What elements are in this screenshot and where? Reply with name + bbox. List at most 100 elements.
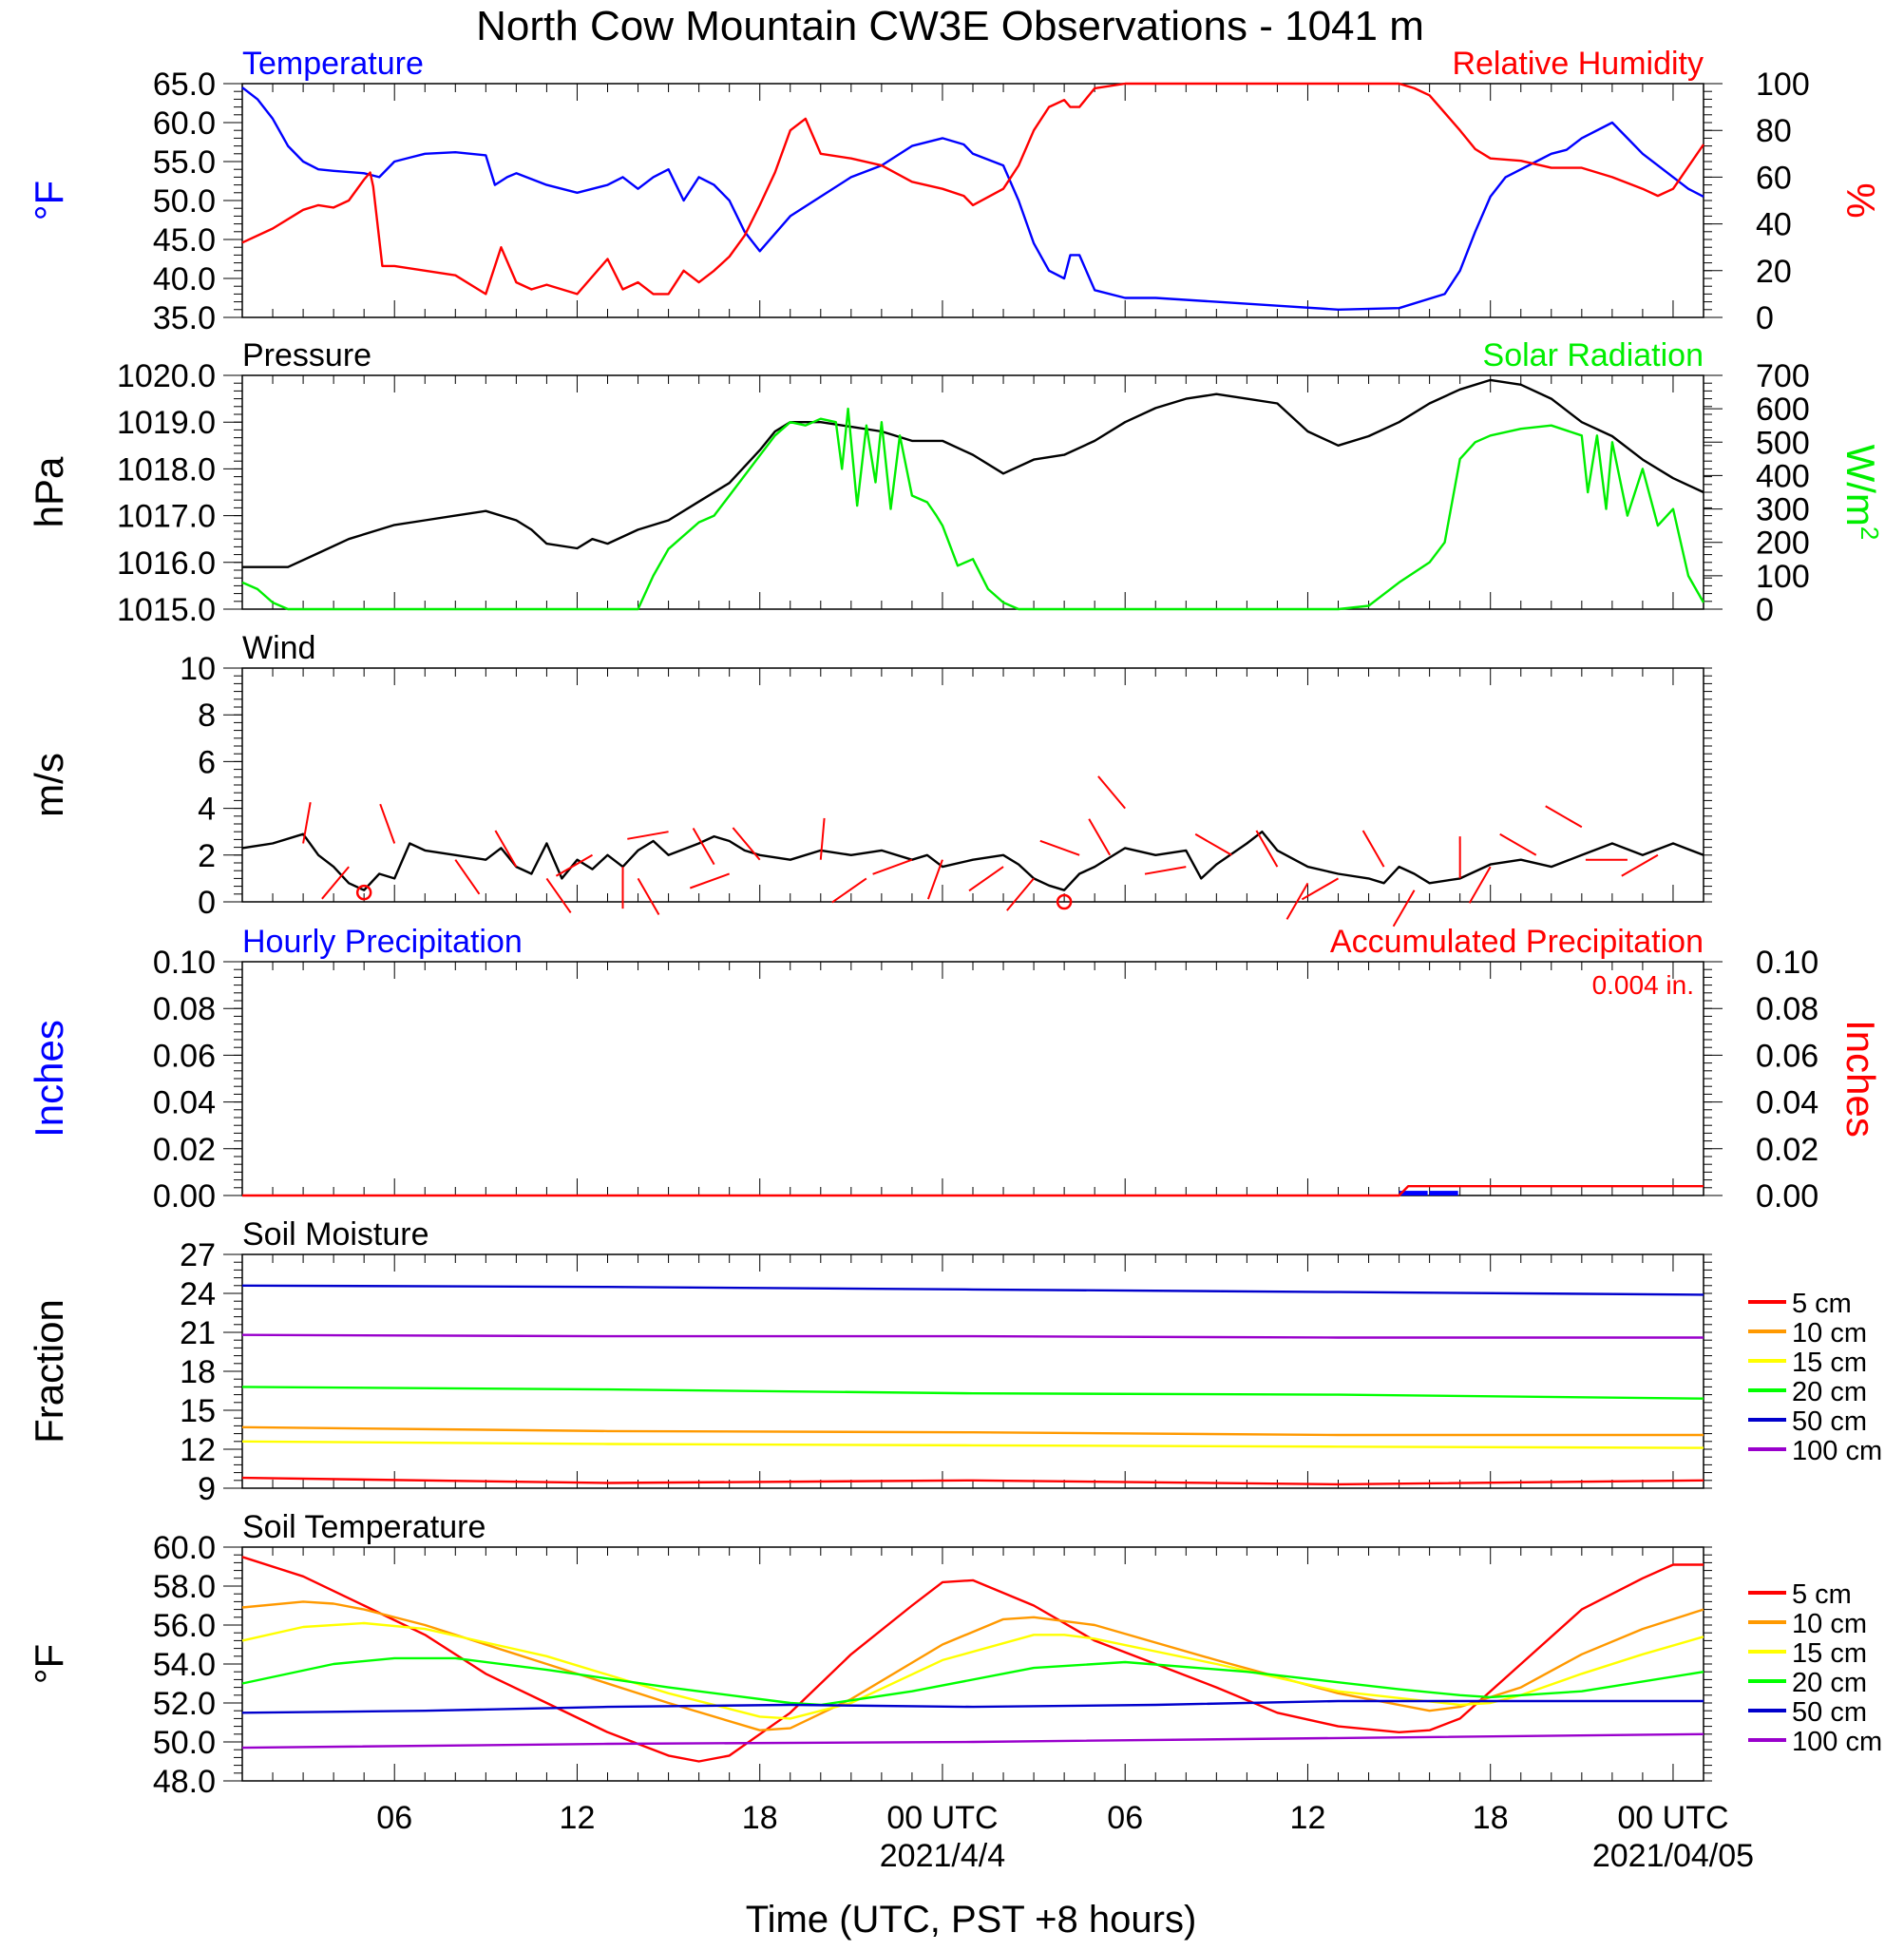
series-line-wind-speed [241, 831, 1704, 891]
plot-frame [241, 961, 1704, 1196]
x-tick-label: 12 [560, 1800, 596, 1836]
precip-bar [1399, 1191, 1428, 1195]
legend-label: 10 cm [1792, 1318, 1867, 1348]
y-tick-label-right: 700 [1756, 358, 1810, 394]
x-tick-label: 00 UTC [1617, 1800, 1728, 1836]
wind-barb [494, 830, 518, 868]
y-tick-label-right: 80 [1756, 113, 1792, 149]
y-tick-label-left: 45.0 [153, 222, 216, 258]
wind-barb [1285, 882, 1309, 920]
y-tick-label-right: 0.02 [1756, 1132, 1818, 1168]
wind-barb [1006, 877, 1035, 911]
y-tick-label-right: 0.06 [1756, 1038, 1818, 1074]
panel-pressure-solar: 1020.0 1019.0 1018.0 1017.0 1016.0 1015.0 7006… [27, 337, 1884, 628]
series-line-15-cm [241, 1440, 1704, 1449]
y-tick-label-left: 60.0 [153, 105, 216, 142]
y-tick-label-right: 400 [1756, 458, 1810, 494]
y-tick-label-left: 65.0 [153, 67, 216, 103]
wind-barb [1392, 889, 1416, 928]
y-axis-label-left: m/s [27, 753, 71, 817]
wind-barb [872, 858, 913, 875]
legend-label: 15 cm [1792, 1348, 1867, 1378]
wind-barb [692, 827, 715, 866]
y-tick-label-left: 1017.0 [117, 499, 216, 535]
y-axis-label-right: W/m2 [1838, 445, 1884, 541]
y-tick-label-right: 0 [1756, 300, 1774, 336]
accum-total-annotation: 0.004 in. [1592, 970, 1694, 1000]
y-tick-label-left: 55.0 [153, 144, 216, 181]
y-tick-label-left: 1015.0 [117, 592, 216, 628]
panel-title-left: Soil Moisture [242, 1216, 429, 1253]
y-axis-label-left: Fraction [27, 1299, 71, 1444]
y-tick-label-right: 0.08 [1756, 991, 1818, 1027]
y-tick-label-left: 10 [180, 651, 216, 687]
y-tick-label-left: 54.0 [153, 1647, 216, 1683]
y-tick-label-left: 58.0 [153, 1569, 216, 1605]
plot-frame [241, 374, 1704, 610]
y-tick-label-left: 18 [180, 1354, 216, 1390]
y-axis-label-left: Inches [27, 1020, 71, 1138]
wind-barb [1301, 877, 1340, 901]
y-axis-label-left: hPa [27, 456, 71, 527]
y-tick-label-right: 20 [1756, 254, 1792, 290]
y-tick-label-left: 60.0 [153, 1530, 216, 1566]
y-tick-label-left: 21 [180, 1315, 216, 1351]
wind-barb [379, 803, 396, 844]
wind-barb [689, 872, 731, 889]
x-date-label: 2021/04/05 [1592, 1838, 1754, 1874]
y-tick-label-left: 4 [198, 792, 216, 828]
y-tick-label-left: 40.0 [153, 261, 216, 297]
wind-barb [819, 817, 826, 860]
y-tick-label-left: 0.02 [153, 1132, 216, 1168]
wind-barb [1468, 866, 1492, 904]
series-line-20-cm [241, 1656, 1704, 1707]
y-tick-label-left: 2 [198, 838, 216, 874]
legend-label: 5 cm [1792, 1579, 1852, 1610]
panel-title-left: Pressure [242, 337, 371, 373]
wind-barb [1039, 839, 1080, 856]
y-tick-label-left: 0.00 [153, 1178, 216, 1215]
y-tick-label-right: 0.00 [1756, 1178, 1818, 1215]
wind-barb [321, 866, 350, 900]
y-tick-label-left: 52.0 [153, 1686, 216, 1722]
plot-frame [241, 83, 1704, 318]
precip-bar [1429, 1191, 1458, 1195]
series-line-solar-radiation [241, 407, 1705, 611]
panel-soil-temperature: 60.058.056.054.052.050.048.0 Soil Tempera… [27, 1509, 1882, 1800]
wind-barb [732, 827, 761, 861]
wind-barb [1361, 830, 1385, 868]
y-axis-label-right: % [1838, 182, 1883, 218]
panel-title-right: Accumulated Precipitation [1330, 924, 1704, 960]
y-tick-label-left: 12 [180, 1432, 216, 1468]
y-tick-label-left: 0 [198, 885, 216, 921]
series-line-pressure [242, 378, 1704, 568]
y-tick-label-left: 8 [198, 698, 216, 734]
series-line-relative-humidity [241, 82, 1704, 296]
wind-barb [1255, 830, 1279, 868]
y-tick-label-right: 100 [1756, 559, 1810, 595]
y-tick-label-right: 40 [1756, 207, 1792, 243]
series-line-100-cm [241, 1732, 1704, 1750]
wind-barb [1621, 853, 1659, 877]
wind-barb [968, 866, 1004, 892]
legend-label: 15 cm [1792, 1638, 1867, 1669]
series-line-50-cm [241, 1699, 1704, 1714]
series-line-50-cm [241, 1284, 1704, 1296]
wind-barb [637, 877, 660, 915]
y-tick-label-left: 35.0 [153, 300, 216, 336]
series-line-100-cm [241, 1333, 1704, 1339]
wind-barb [1097, 775, 1126, 810]
wind-barb [302, 802, 312, 844]
y-tick-label-left: 27 [180, 1237, 216, 1273]
wind-barb [831, 877, 867, 904]
panel-title-left: Hourly Precipitation [242, 924, 523, 960]
y-tick-label-right: 100 [1756, 67, 1810, 103]
series-line-temperature [241, 86, 1704, 311]
panel-title-right: Relative Humidity [1452, 46, 1704, 82]
figure-title: North Cow Mountain CW3E Observations - 1… [476, 3, 1424, 49]
wind-barb [1194, 832, 1232, 856]
y-axis-label-left: °F [27, 181, 71, 220]
legend-label: 50 cm [1792, 1406, 1867, 1437]
